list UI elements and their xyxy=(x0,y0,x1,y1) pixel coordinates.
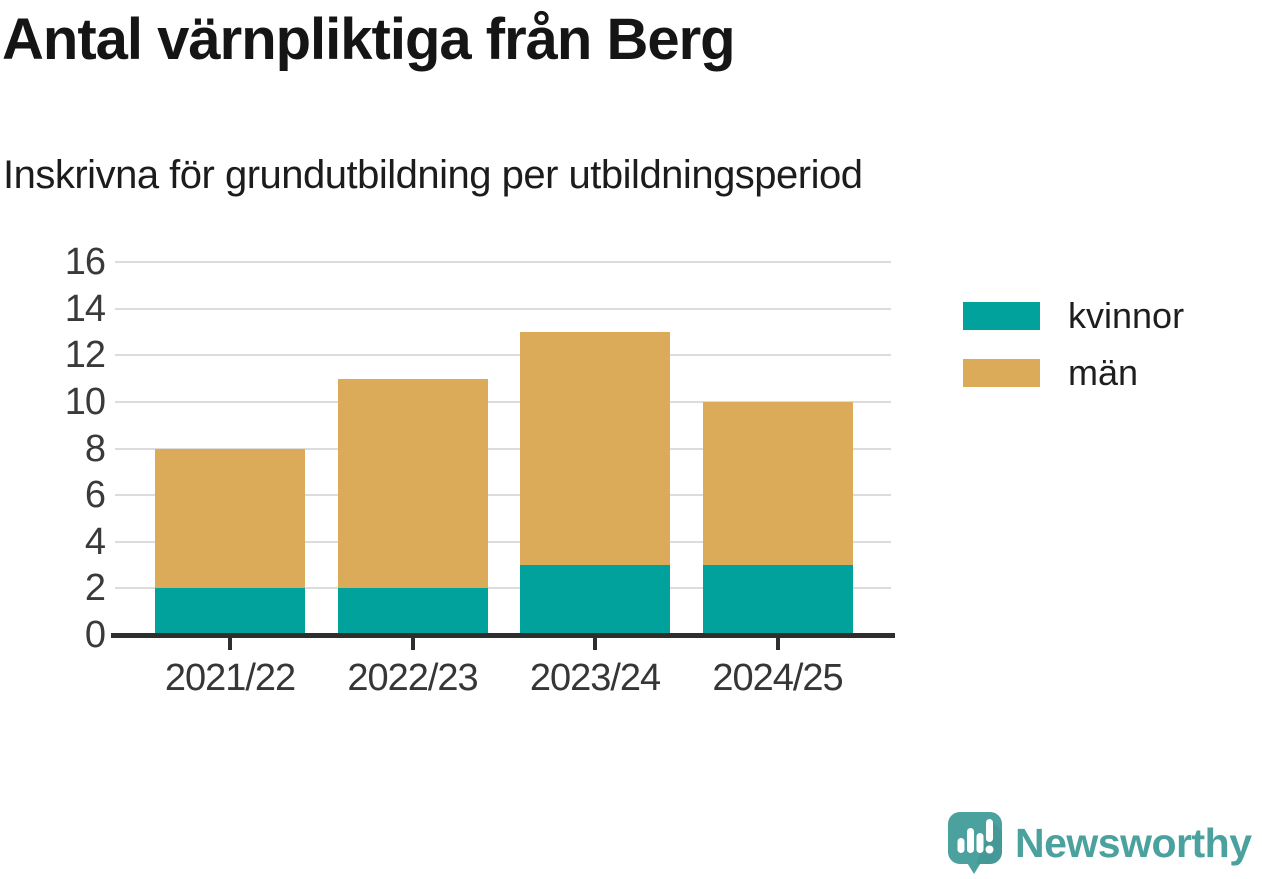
bar-segment-kvinnor-2023/24 xyxy=(520,565,670,635)
x-axis-label-2024/25: 2024/25 xyxy=(712,657,843,699)
gridline-y-6 xyxy=(115,494,891,497)
legend-swatch-män xyxy=(963,359,1040,387)
bar-segment-kvinnor-2022/23 xyxy=(337,588,488,635)
bar-segment-män-2024/25 xyxy=(702,401,853,566)
gridline-y-12 xyxy=(115,354,891,357)
gridline-y-16 xyxy=(115,261,891,263)
bar-segment-kvinnor-2021/22 xyxy=(155,588,305,635)
y-axis-label-10: 10 xyxy=(64,380,106,423)
gridline-y-2 xyxy=(115,587,891,590)
y-axis-label-12: 12 xyxy=(64,334,106,377)
legend-item-kvinnor: kvinnor xyxy=(963,295,1184,336)
y-axis-label-4: 4 xyxy=(84,520,106,563)
chart-subtitle: Inskrivna för grundutbildning per utbild… xyxy=(3,153,863,197)
gridline-y-4 xyxy=(115,540,891,543)
chart-title: Antal värnpliktiga från Berg xyxy=(2,7,736,72)
y-axis-label-8: 8 xyxy=(84,427,106,470)
gridline-y-8 xyxy=(115,447,891,450)
x-axis-label-2022/23: 2022/23 xyxy=(347,657,478,699)
gridline-y-10 xyxy=(115,400,891,403)
bar-segment-män-2023/24 xyxy=(520,331,670,566)
legend-swatch-kvinnor xyxy=(963,302,1040,330)
legend-label-kvinnor: kvinnor xyxy=(1068,295,1185,336)
bar-segment-män-2022/23 xyxy=(337,378,488,589)
newsworthy-logo-icon xyxy=(948,812,1002,874)
y-axis-label-14: 14 xyxy=(64,287,106,330)
legend-label-män: män xyxy=(1068,352,1139,393)
x-axis-label-2021/22: 2021/22 xyxy=(164,657,296,699)
bar-segment-kvinnor-2024/25 xyxy=(702,565,853,635)
x-axis-line xyxy=(111,633,895,638)
x-axis-label-2023/24: 2023/24 xyxy=(529,657,661,699)
y-axis-label-2: 2 xyxy=(84,567,106,610)
y-axis-label-0: 0 xyxy=(84,614,106,656)
y-axis-label-6: 6 xyxy=(84,474,106,517)
legend-item-män: män xyxy=(963,352,1184,393)
chart-legend: kvinnor män xyxy=(963,295,1184,416)
y-axis-label-16: 16 xyxy=(64,241,106,283)
x-axis-tick-2023/24 xyxy=(593,638,597,650)
x-axis-tick-2024/25 xyxy=(775,638,780,650)
bar-segment-män-2021/22 xyxy=(155,448,305,589)
x-axis-tick-2022/23 xyxy=(410,638,415,650)
newsworthy-branding: Newsworthy xyxy=(948,812,1252,874)
newsworthy-logo-text: Newsworthy xyxy=(1015,819,1252,866)
gridline-y-14 xyxy=(115,307,891,310)
x-axis-tick-2021/22 xyxy=(228,638,232,650)
